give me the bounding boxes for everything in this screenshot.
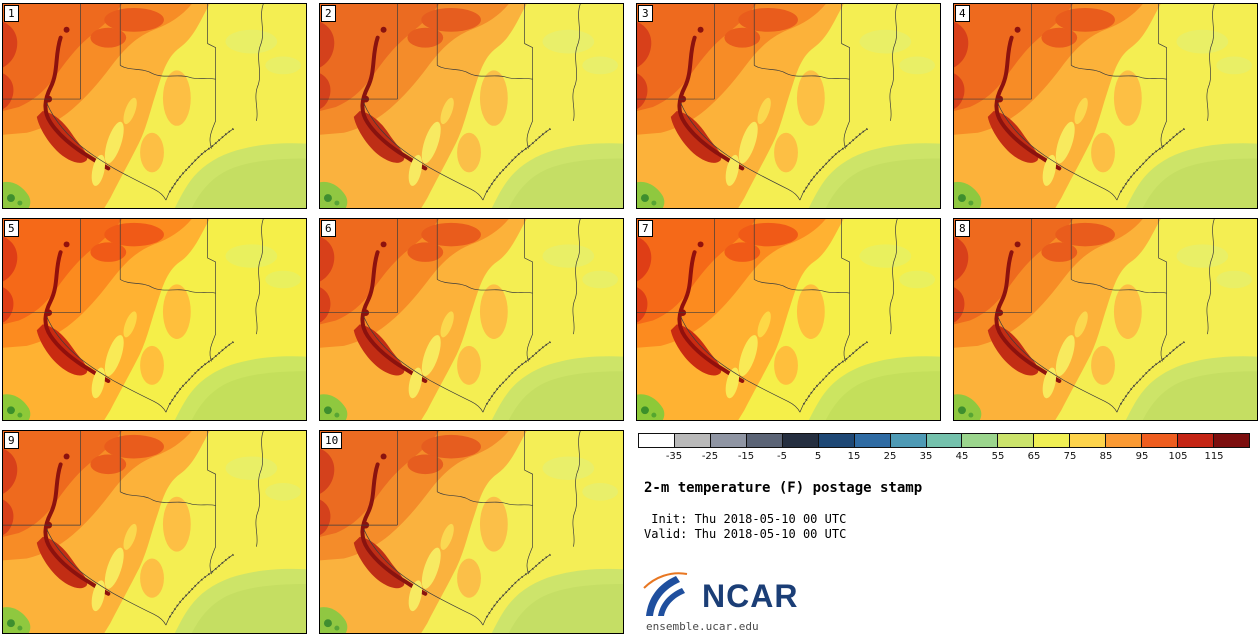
member-panel-1: 1 — [2, 3, 307, 209]
member-panel-3: 3 — [636, 3, 941, 209]
valid-time-line: Valid: Thu 2018-05-10 00 UTC — [644, 527, 847, 541]
init-time-line: Init: Thu 2018-05-10 00 UTC — [644, 512, 847, 526]
temperature-map — [3, 219, 306, 420]
member-panel-10: 10 — [319, 430, 624, 634]
member-panel-9: 9 — [2, 430, 307, 634]
temperature-map — [637, 219, 940, 420]
temperature-colorbar — [638, 433, 1250, 448]
member-number-badge: 2 — [321, 5, 336, 22]
legend-block: -35 -25 -15 -5 5 15 25 35 45 55 65 75 85 95 105 115 2-m… — [636, 430, 1258, 634]
temperature-map — [320, 431, 623, 633]
member-number-badge: 4 — [955, 5, 970, 22]
temperature-map — [3, 431, 306, 633]
member-number-badge: 9 — [4, 432, 19, 449]
member-number-badge: 10 — [321, 432, 343, 449]
site-url: ensemble.ucar.edu — [646, 620, 759, 633]
ncar-logo-swoosh-icon — [643, 572, 688, 616]
member-panel-8: 8 — [953, 218, 1258, 421]
temperature-map — [320, 219, 623, 420]
member-panel-5: 5 — [2, 218, 307, 421]
member-number-badge: 6 — [321, 220, 336, 237]
temperature-map — [3, 4, 306, 208]
member-number-badge: 7 — [638, 220, 653, 237]
member-panel-6: 6 — [319, 218, 624, 421]
member-panel-4: 4 — [953, 3, 1258, 209]
member-number-badge: 8 — [955, 220, 970, 237]
member-panel-2: 2 — [319, 3, 624, 209]
ncar-logo: NCAR — [642, 572, 798, 616]
member-number-badge: 1 — [4, 5, 19, 22]
ncar-logo-text: NCAR — [702, 578, 799, 614]
temperature-map — [954, 4, 1257, 208]
colorbar-wrapper: -35 -25 -15 -5 5 15 25 35 45 55 65 75 85 95 105 115 — [638, 433, 1250, 464]
member-number-badge: 3 — [638, 5, 653, 22]
colorbar-tick-labels: -35 -25 -15 -5 5 15 25 35 45 55 65 75 85 95 105 115 — [665, 451, 1224, 462]
member-panel-7: 7 — [636, 218, 941, 421]
figure-title: 2-m temperature (F) postage stamp — [644, 480, 923, 496]
temperature-map — [954, 219, 1257, 420]
member-number-badge: 5 — [4, 220, 19, 237]
temperature-map — [637, 4, 940, 208]
temperature-map — [320, 4, 623, 208]
